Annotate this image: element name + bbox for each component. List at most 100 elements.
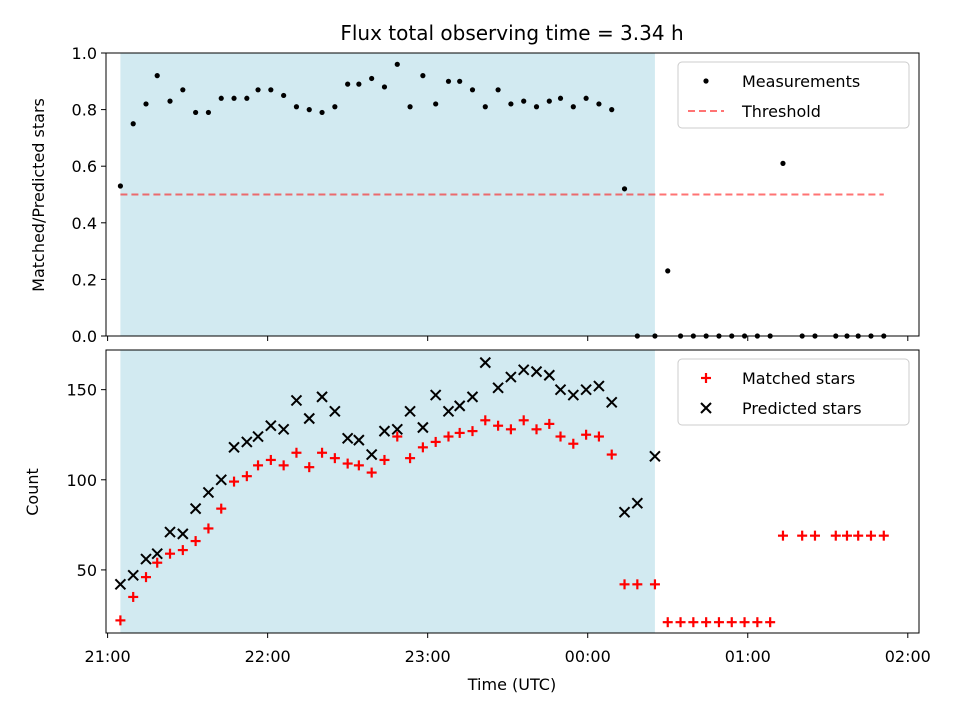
ratio-panel: 0.0 0.2 0.4 0.6 0.8 1.0 Measurements Threshold (72, 44, 920, 346)
data-point (290, 394, 303, 407)
data-point (281, 92, 287, 99)
data-point (662, 617, 673, 628)
data-point (228, 441, 240, 454)
data-point (453, 400, 466, 412)
data-point (482, 104, 488, 110)
chart-title: Flux total observing time = 3.34 h (340, 21, 683, 45)
data-point (127, 569, 139, 582)
data-point (151, 547, 163, 560)
data-point (442, 405, 455, 417)
data-point (609, 107, 615, 113)
data-point (606, 449, 617, 460)
legend-label: Predicted stars (742, 399, 862, 418)
data-point (417, 421, 429, 434)
data-point (797, 530, 808, 541)
legend-label: Matched stars (742, 369, 855, 388)
data-point (701, 617, 712, 628)
data-point (306, 107, 312, 113)
series-predicted-stars (114, 356, 661, 591)
data-point (567, 389, 580, 401)
data-point (203, 523, 214, 534)
data-point (180, 87, 186, 93)
x-tick-label: 22:00 (245, 647, 291, 666)
data-point (378, 425, 391, 437)
data-point (688, 617, 699, 628)
data-point (241, 436, 253, 448)
data-point (570, 104, 576, 110)
x-tick-label: 23:00 (405, 647, 451, 666)
data-point (253, 460, 264, 471)
data-point (479, 356, 492, 369)
data-point (140, 553, 152, 565)
data-point (543, 369, 556, 381)
data-point (345, 81, 351, 87)
data-point (189, 502, 202, 515)
data-point (632, 579, 643, 590)
data-point (193, 109, 199, 116)
data-point (554, 383, 567, 396)
data-point (865, 530, 876, 541)
data-point (777, 530, 788, 541)
data-point (665, 268, 671, 274)
data-point (265, 419, 277, 432)
data-point (495, 87, 501, 93)
y-tick-label: 100 (66, 471, 97, 490)
data-point (830, 530, 841, 541)
data-point (130, 121, 136, 127)
data-point (739, 617, 750, 628)
data-point (596, 101, 602, 107)
data-point (319, 109, 325, 116)
data-point (303, 412, 315, 425)
data-point (152, 557, 163, 568)
data-point (255, 87, 261, 93)
data-point (143, 101, 149, 107)
data-point (713, 617, 724, 628)
data-point (115, 615, 126, 626)
data-point (391, 423, 403, 436)
data-point (675, 617, 686, 628)
data-point (480, 415, 491, 426)
legend-label: Measurements (742, 72, 860, 91)
y-tick-label: 0.4 (72, 214, 97, 233)
legend-marker (700, 402, 712, 414)
x-tick-label: 21:00 (85, 647, 131, 666)
data-point (445, 78, 452, 84)
data-point (492, 382, 504, 394)
data-point (218, 95, 224, 101)
counts-panel: 50 100 150 21:00 22:00 23:00 00:00 01:00 02:00 Ma… (66, 349, 931, 666)
data-point (521, 98, 527, 104)
legend-marker (701, 373, 711, 383)
data-point (329, 453, 340, 464)
data-point (291, 447, 302, 458)
data-point (505, 424, 516, 435)
series-matched-stars (115, 415, 889, 628)
data-point (619, 579, 630, 590)
data-point (341, 432, 354, 445)
legend: Matched stars Predicted stars (677, 358, 910, 426)
legend-marker (703, 78, 709, 84)
data-point (167, 98, 173, 104)
data-point (356, 81, 362, 87)
data-point (241, 471, 252, 482)
data-point (517, 364, 530, 376)
data-point (141, 572, 152, 583)
data-point (366, 467, 377, 478)
data-point (581, 429, 592, 440)
data-point (841, 530, 852, 541)
data-point (278, 460, 289, 471)
data-point (392, 431, 403, 442)
data-point (205, 109, 212, 116)
legend-label: Threshold (741, 102, 821, 121)
data-point (353, 460, 364, 471)
data-point (853, 530, 864, 541)
data-point (293, 104, 300, 110)
data-point (381, 84, 388, 90)
data-point (430, 436, 441, 447)
y-tick-label: 0.6 (72, 157, 97, 176)
data-point (268, 87, 274, 93)
data-point (493, 420, 504, 431)
data-point (229, 476, 240, 487)
data-point (317, 447, 328, 458)
legend: Measurements Threshold (677, 61, 910, 129)
data-point (429, 389, 442, 401)
